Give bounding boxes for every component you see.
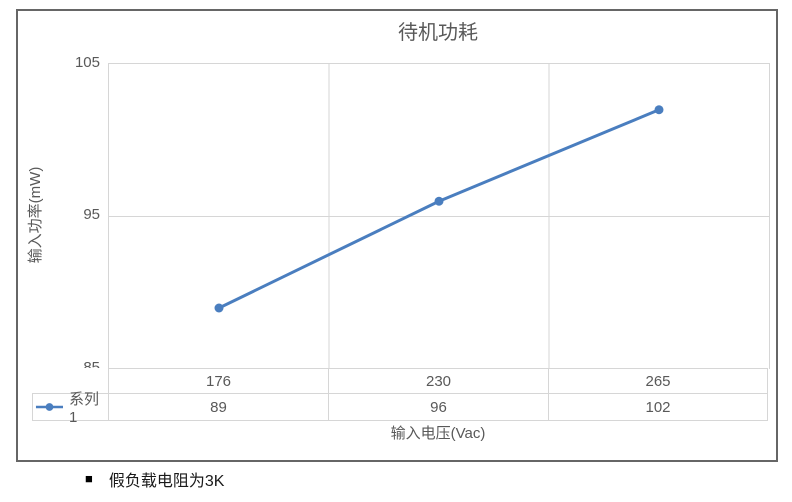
series-value: 89 — [108, 394, 328, 421]
y-axis-title: 输入功率(mW) — [27, 166, 44, 264]
legend-series-label: 系列1 — [68, 391, 99, 426]
series-value: 96 — [328, 394, 548, 421]
data-table-corner-cell — [32, 368, 108, 394]
y-axis-tick-105: 105 — [74, 54, 100, 71]
data-table: 176 230 265 系列1 89 96 102 — [32, 368, 768, 426]
plot-area — [108, 63, 770, 369]
square-bullet-icon: ■ — [85, 471, 93, 486]
x-axis-title: 输入电压(Vac) — [390, 425, 486, 442]
series-value: 102 — [548, 394, 768, 421]
chart-title: 待机功耗 — [398, 22, 478, 44]
category-label: 230 — [328, 368, 548, 394]
footnote-text: 假负载电阻为3K — [108, 473, 225, 490]
category-label: 176 — [108, 368, 328, 394]
y-axis-tick-95: 95 — [83, 206, 100, 223]
legend-entry: 系列1 — [32, 391, 108, 426]
chart-figure: 待机功耗 105 95 85 输入功率(mW) 176 230 265 系列1 … — [16, 9, 778, 462]
category-label: 265 — [548, 368, 768, 394]
legend-series-marker-icon — [35, 403, 64, 411]
footnote: ■ 假负载电阻为3K — [85, 468, 224, 490]
plot-svg — [109, 64, 769, 369]
